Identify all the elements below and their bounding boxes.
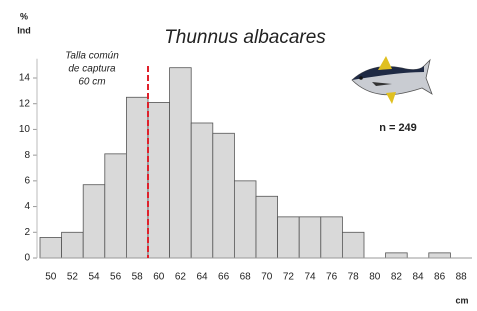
x-tick-label: 56	[110, 272, 122, 283]
x-tick-label: 72	[283, 272, 295, 283]
x-tick-label: 88	[456, 272, 468, 283]
bar	[386, 253, 408, 258]
bar	[148, 102, 170, 258]
page: % Ind Thunnus albacares n = 249 cm 02468…	[0, 0, 477, 311]
x-tick-label: 84	[412, 272, 424, 283]
y-tick-label: 8	[24, 150, 30, 161]
x-tick-label: 74	[304, 272, 316, 283]
x-tick-label: 50	[45, 272, 57, 283]
y-tick-label: 2	[24, 227, 30, 238]
x-tick-label: 76	[326, 272, 338, 283]
bar	[256, 196, 278, 258]
x-tick-label: 60	[153, 272, 165, 283]
annotation: Talla común	[65, 51, 119, 62]
x-tick-label: 86	[434, 272, 446, 283]
y-tick-label: 0	[24, 253, 30, 264]
y-tick-label: 4	[24, 201, 30, 212]
chart: % Ind Thunnus albacares n = 249 cm 02468…	[0, 0, 477, 311]
y-tick-label: 14	[19, 73, 31, 84]
bar	[170, 68, 192, 258]
x-tick-label: 66	[218, 272, 230, 283]
x-tick-label: 54	[88, 272, 100, 283]
bar	[278, 217, 300, 258]
y-tick-label: 6	[24, 175, 30, 186]
x-tick-label: 70	[261, 272, 273, 283]
x-tick-label: 64	[196, 272, 208, 283]
y-label: Ind	[17, 25, 31, 35]
x-tick-label: 82	[391, 272, 403, 283]
x-tick-label: 68	[240, 272, 252, 283]
bar	[126, 97, 148, 258]
y-label-top: %	[20, 11, 28, 21]
bar	[62, 232, 84, 258]
x-tick-label: 52	[67, 272, 79, 283]
x-tick-label: 58	[132, 272, 144, 283]
chart-title: Thunnus albacares	[164, 27, 326, 48]
bar	[191, 123, 213, 258]
x-tick-label: 80	[369, 272, 381, 283]
x-tick-label: 62	[175, 272, 187, 283]
bar	[429, 253, 451, 258]
bar	[299, 217, 321, 258]
bar	[105, 154, 127, 258]
sample-size: n = 249	[379, 122, 417, 134]
annotation: 60 cm	[78, 77, 105, 88]
bar	[83, 185, 105, 258]
bar	[40, 237, 62, 258]
bar	[213, 133, 235, 258]
bar	[342, 232, 364, 258]
y-tick-label: 12	[19, 98, 31, 109]
annotation: de captura	[68, 64, 116, 75]
bar	[234, 181, 256, 258]
fish-icon	[352, 56, 432, 104]
y-tick-label: 10	[19, 124, 31, 135]
x-tick-label: 78	[348, 272, 360, 283]
bar	[321, 217, 343, 258]
x-label: cm	[455, 295, 468, 305]
